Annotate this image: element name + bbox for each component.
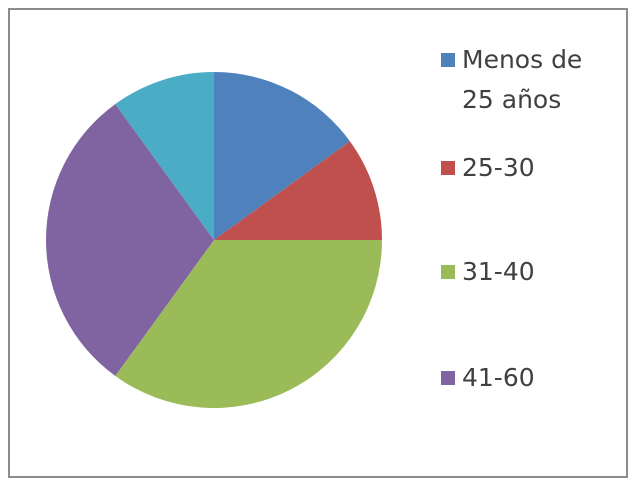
legend-label: 41-60 xyxy=(462,363,535,392)
legend-swatch xyxy=(441,371,455,385)
legend-entry: 25-30 xyxy=(441,148,611,188)
pie-slice xyxy=(214,72,350,240)
pie-slice xyxy=(115,72,214,240)
legend-label: 25-30 xyxy=(462,153,535,182)
legend-label: 31-40 xyxy=(462,257,535,286)
legend-swatch xyxy=(441,161,455,175)
pie-slice xyxy=(115,240,382,409)
legend-entry: 41-60 xyxy=(441,358,611,398)
chart xyxy=(45,72,382,409)
pie-slice xyxy=(45,104,214,376)
legend-entry: Menos de 25 años xyxy=(441,40,611,120)
legend-label: Menos de 25 años xyxy=(462,45,583,114)
legend-entry: 31-40 xyxy=(441,252,611,292)
legend-swatch xyxy=(441,265,455,279)
pie-slice xyxy=(214,141,382,240)
legend-swatch xyxy=(441,53,455,67)
